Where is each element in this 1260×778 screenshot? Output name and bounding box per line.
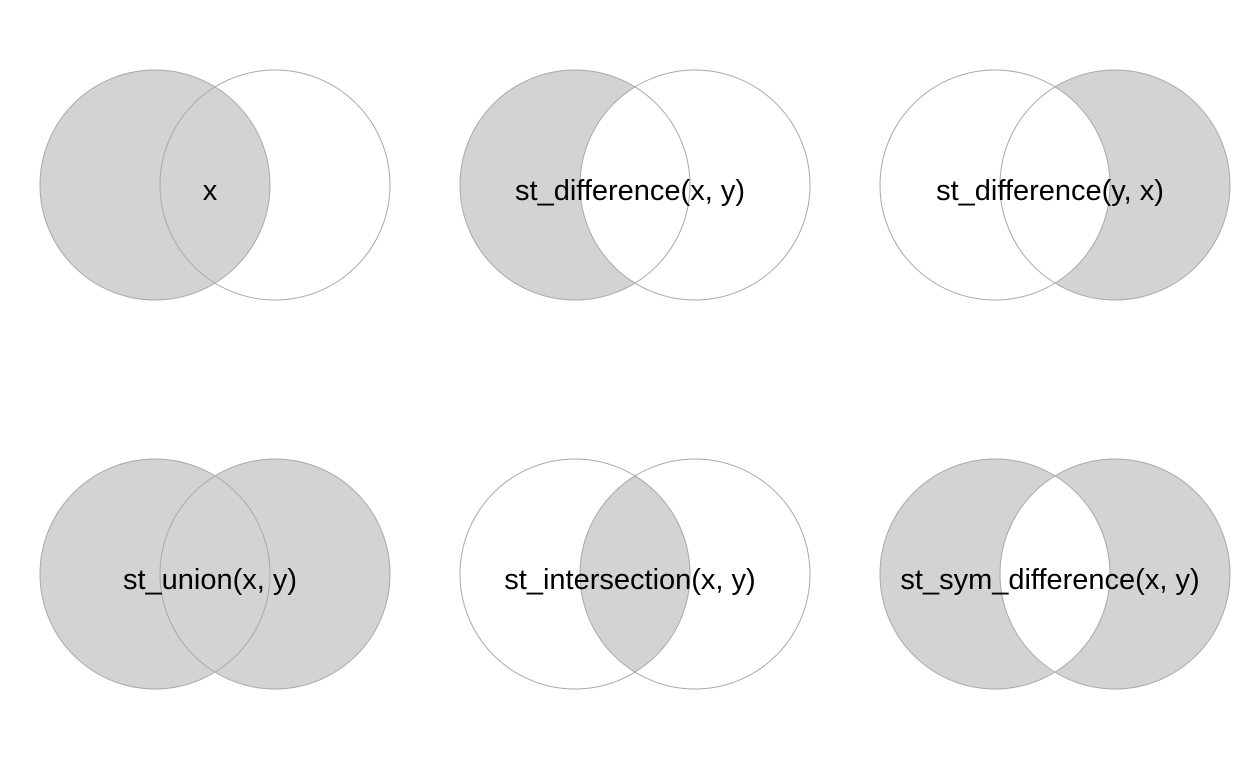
panel-label-union: st_union(x, y) — [123, 564, 297, 597]
panel-label-x: x — [203, 175, 218, 208]
panel-diff-yx: st_difference(y, x) — [840, 0, 1260, 389]
panel-union: st_union(x, y) — [0, 389, 420, 778]
panel-x: x — [0, 0, 420, 389]
panel-label-diff-yx: st_difference(y, x) — [936, 175, 1164, 208]
panel-label-sym-difference: st_sym_difference(x, y) — [900, 564, 1199, 597]
panel-sym-difference: st_sym_difference(x, y) — [840, 389, 1260, 778]
panel-intersection: st_intersection(x, y) — [420, 389, 840, 778]
panel-diff-xy: st_difference(x, y) — [420, 0, 840, 389]
panel-label-intersection: st_intersection(x, y) — [504, 564, 755, 597]
panel-label-diff-xy: st_difference(x, y) — [515, 175, 745, 208]
venn-grid: x st_difference(x, y) — [0, 0, 1260, 778]
